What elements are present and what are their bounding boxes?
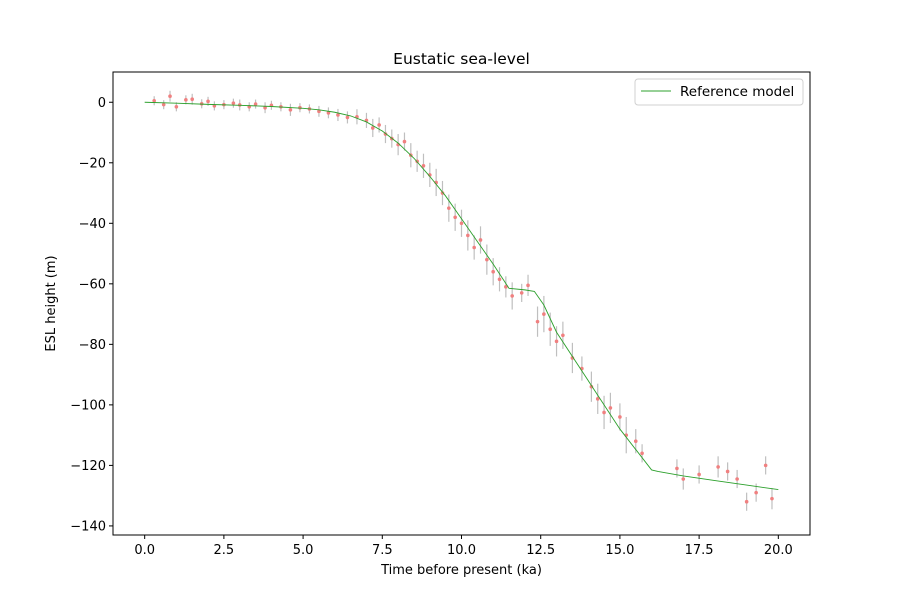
x-tick-label: 10.0	[447, 543, 476, 558]
data-point	[504, 285, 508, 289]
data-point	[184, 98, 188, 102]
x-tick-label: 5.0	[293, 543, 314, 558]
x-tick-label: 7.5	[372, 543, 393, 558]
data-point	[542, 312, 546, 316]
x-tick-label: 0.0	[134, 543, 155, 558]
data-point	[447, 206, 451, 210]
y-tick-label: −140	[70, 519, 106, 534]
data-point	[288, 108, 293, 112]
data-point	[491, 269, 495, 274]
data-point	[548, 327, 553, 332]
x-tick-label: 15.0	[605, 543, 634, 558]
chart-title: Eustatic sea-level	[393, 50, 530, 68]
data-point	[554, 339, 559, 344]
y-tick-label: 0	[98, 96, 106, 111]
data-point	[602, 410, 606, 415]
y-tick-label: −100	[70, 398, 106, 413]
data-point	[231, 101, 236, 105]
data-point	[608, 406, 613, 410]
y-tick-label: −120	[70, 459, 106, 474]
data-point	[485, 257, 489, 262]
data-point	[697, 472, 701, 477]
data-point	[174, 105, 179, 109]
data-point	[725, 469, 730, 474]
data-point	[190, 97, 195, 102]
data-point	[770, 496, 774, 501]
x-tick-label: 12.5	[526, 543, 555, 558]
data-point	[421, 164, 426, 168]
x-tick-label: 17.5	[685, 543, 714, 558]
y-tick-label: −80	[79, 338, 106, 353]
reference-model-series	[144, 101, 779, 491]
error-bars	[153, 90, 773, 511]
data-point	[735, 477, 739, 481]
data-point	[640, 451, 644, 456]
data-point	[466, 233, 470, 238]
data-point	[459, 221, 464, 226]
legend-box	[634, 78, 804, 106]
data-point	[526, 283, 530, 288]
data-point	[561, 333, 565, 338]
data-point	[497, 277, 502, 282]
x-tick-label: 2.5	[214, 543, 235, 558]
legend: Reference model	[634, 78, 804, 106]
data-point	[377, 123, 381, 127]
data-point	[510, 294, 514, 298]
data-point	[168, 94, 172, 99]
data-point	[370, 126, 375, 130]
data-point	[161, 102, 166, 107]
data-point	[633, 439, 638, 443]
data-point	[716, 465, 720, 469]
data-point	[754, 490, 758, 495]
observation-points	[152, 94, 774, 504]
x-tick-label: 20.0	[764, 543, 793, 558]
data-point	[263, 105, 267, 110]
data-point	[345, 115, 350, 120]
data-point	[206, 99, 210, 104]
y-tick-label: −20	[79, 156, 106, 171]
data-point	[472, 245, 476, 250]
data-point	[478, 238, 483, 242]
data-point	[519, 291, 524, 295]
data-point	[744, 499, 749, 504]
legend-entry-reference-model: Reference model	[680, 84, 794, 100]
data-point	[535, 319, 540, 324]
data-point	[402, 139, 407, 144]
data-point	[326, 111, 331, 115]
data-point	[453, 215, 457, 220]
data-point	[595, 397, 600, 401]
data-point	[618, 415, 622, 419]
y-tick-label: −40	[79, 217, 106, 232]
data-point	[253, 102, 258, 106]
x-axis-label: Time before present (ka)	[380, 563, 542, 578]
y-axis-label: ESL height (m)	[44, 255, 59, 351]
data-point	[675, 466, 679, 471]
reference-model-line	[144, 101, 779, 491]
y-tick-label: −60	[79, 277, 106, 292]
data-point	[317, 109, 321, 114]
data-point	[681, 477, 686, 481]
axis-ticks: 0.0 2.5 5.0 7.5 10.0 12.5 15.0 17.5 20.0 0 −20 −40 −…	[70, 96, 793, 558]
data-point	[152, 98, 156, 103]
data-point	[336, 113, 340, 117]
data-point	[763, 463, 768, 468]
plot-area-frame	[112, 71, 811, 536]
